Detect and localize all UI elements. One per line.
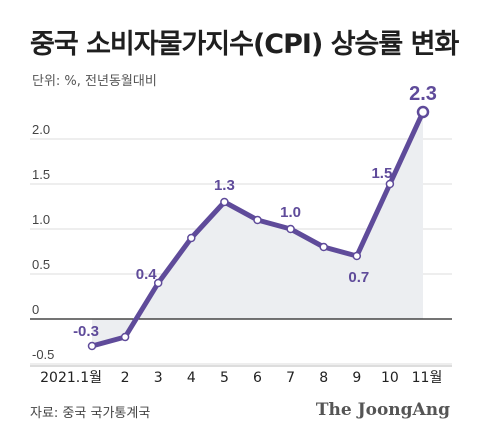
y-tick-label: 0.5 xyxy=(32,257,50,272)
y-tick-label: 1.0 xyxy=(32,212,50,227)
y-tick-label: -0.5 xyxy=(32,347,54,362)
chart-title: 중국 소비자물가지수(CPI) 상승률 변화 xyxy=(30,29,459,60)
data-label: 1.5 xyxy=(371,165,392,182)
data-point xyxy=(153,278,163,288)
unit-note: 단위: %, 전년동월대비 xyxy=(32,74,157,89)
y-tick-label: 2.0 xyxy=(32,122,50,137)
data-label: 2.3 xyxy=(409,83,437,105)
data-point xyxy=(253,215,262,225)
y-tick-label: 0 xyxy=(32,302,39,317)
data-point xyxy=(120,332,130,342)
data-label: 1.3 xyxy=(214,177,235,194)
data-point xyxy=(385,179,395,189)
data-point xyxy=(352,251,362,261)
y-tick-label: 1.5 xyxy=(32,167,50,182)
data-point xyxy=(87,341,97,351)
data-point xyxy=(286,224,295,234)
data-label: 0.7 xyxy=(348,269,369,286)
x-tick-label: 11월 xyxy=(412,370,443,386)
data-label: 1.0 xyxy=(280,204,301,221)
x-tick-label: 3 xyxy=(154,370,163,386)
data-point xyxy=(187,233,196,243)
data-point xyxy=(319,242,328,252)
x-tick-label: 4 xyxy=(187,370,196,386)
x-tick-label: 7 xyxy=(286,370,295,386)
x-tick-label: 10 xyxy=(381,370,399,386)
x-tick-label: 2 xyxy=(121,370,130,386)
source-note: 자료: 중국 국가통계국 xyxy=(30,406,151,421)
data-label: 0.4 xyxy=(136,266,158,283)
area-fill xyxy=(92,112,423,346)
x-tick-label: 2021.1월 xyxy=(40,370,102,386)
publisher-logo: The JoongAng xyxy=(315,400,450,420)
data-point xyxy=(220,197,229,207)
x-tick-label: 5 xyxy=(220,370,229,386)
data-point-last xyxy=(416,105,430,119)
x-tick-label: 8 xyxy=(319,370,328,386)
x-tick-label: 6 xyxy=(253,370,262,386)
data-label: -0.3 xyxy=(73,323,99,340)
x-tick-label: 9 xyxy=(352,370,361,386)
